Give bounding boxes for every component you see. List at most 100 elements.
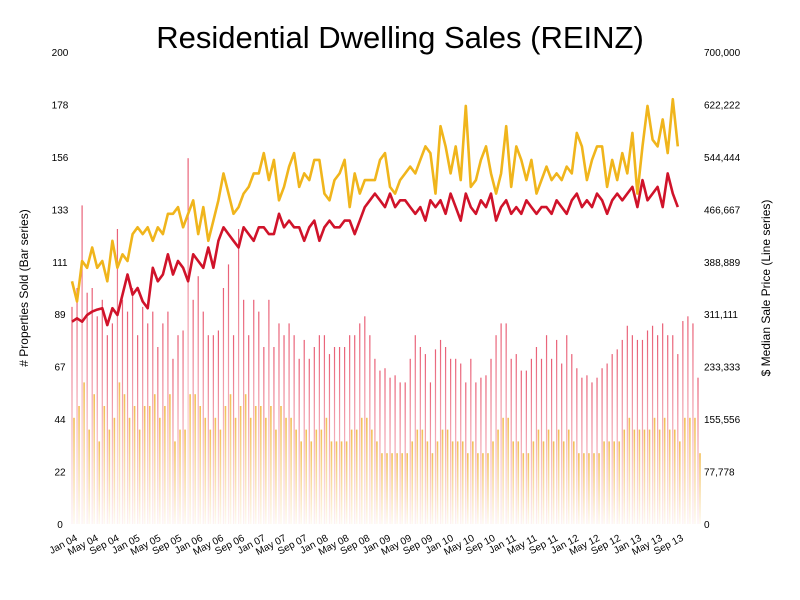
bar-properties-sold-secondary (603, 441, 605, 524)
bar-properties-sold (323, 335, 326, 524)
bar-properties-sold-secondary (517, 441, 520, 524)
bar-properties-sold (217, 330, 220, 524)
bar-properties-sold-secondary (133, 406, 136, 524)
bar-properties-sold-secondary (663, 417, 666, 524)
bar-properties-sold (76, 288, 78, 524)
bar-properties-sold (167, 311, 169, 524)
bar-properties-sold (414, 335, 416, 524)
bar-properties-sold (500, 323, 502, 524)
chart-title: Residential Dwelling Sales (REINZ) (156, 20, 644, 55)
bar-properties-sold-secondary (668, 429, 671, 524)
bar-properties-sold (81, 205, 83, 524)
bar-properties-sold-secondary (542, 441, 545, 524)
bar-properties-sold (556, 339, 558, 524)
bar-properties-sold (505, 323, 507, 524)
bar-properties-sold-secondary (482, 453, 484, 524)
bar-properties-sold (338, 347, 341, 524)
bar-properties-sold-secondary (638, 429, 641, 524)
bar-properties-sold (621, 339, 623, 524)
bar-properties-sold (131, 288, 134, 524)
bar-properties-sold (147, 323, 149, 524)
bar-properties-sold-secondary (547, 429, 550, 524)
bar-properties-sold-secondary (679, 441, 681, 524)
bar-properties-sold-secondary (204, 417, 207, 524)
bar-properties-sold-secondary (386, 453, 388, 524)
bar-properties-sold-secondary (270, 406, 272, 524)
bar-properties-sold-secondary (153, 394, 156, 524)
bar-properties-sold-secondary (593, 453, 595, 524)
bar-properties-sold (520, 370, 522, 524)
bar-properties-sold-secondary (138, 429, 141, 524)
bar-properties-sold (157, 347, 159, 524)
bar-properties-sold (142, 306, 144, 524)
bar-properties-sold (636, 339, 639, 524)
y-left-tick-label: 111 (52, 258, 68, 269)
bar-properties-sold (71, 306, 73, 524)
bar-properties-sold (172, 358, 174, 524)
bar-properties-sold (162, 323, 164, 524)
bar-properties-sold (197, 276, 199, 524)
bar-properties-sold-secondary (113, 417, 116, 524)
bar-properties-sold-secondary (633, 429, 636, 524)
bar-properties-sold-secondary (421, 429, 424, 524)
bar-properties-sold-secondary (588, 453, 590, 524)
bar-properties-sold (116, 229, 119, 524)
bar-properties-sold-secondary (83, 382, 85, 524)
bar-properties-sold-secondary (451, 441, 454, 524)
bar-properties-sold-secondary (360, 417, 363, 524)
bar-properties-sold-secondary (366, 417, 368, 524)
bar-properties-sold (359, 323, 361, 524)
bar-properties-sold-secondary (290, 417, 292, 524)
bar-properties-sold (333, 347, 336, 524)
bar-properties-sold-secondary (164, 406, 166, 524)
bar-properties-sold (379, 370, 381, 524)
y-left-tick-label: 200 (52, 48, 69, 59)
bar-properties-sold-secondary (310, 441, 313, 524)
bar-properties-sold (571, 354, 573, 524)
bar-properties-sold-secondary (73, 417, 75, 524)
bar-properties-sold (581, 377, 583, 524)
bar-properties-sold-secondary (194, 394, 196, 524)
bar-properties-sold (263, 347, 265, 524)
y-right-tick-label: 311,111 (704, 310, 738, 321)
bar-properties-sold-secondary (406, 453, 408, 524)
bar-properties-sold (596, 377, 598, 524)
bar-properties-sold (298, 358, 300, 524)
bar-properties-sold-secondary (436, 441, 439, 524)
bar-properties-sold-secondary (552, 441, 555, 524)
bar-properties-sold (434, 349, 437, 524)
bar-properties-sold-secondary (355, 429, 358, 524)
y-left-axis-label: # Properties Sold (Bar series) (17, 209, 31, 366)
bar-properties-sold (439, 339, 442, 524)
bar-properties-sold (692, 323, 694, 524)
bar-properties-sold-secondary (350, 429, 353, 524)
bar-properties-sold (530, 358, 533, 524)
bar-properties-sold-secondary (244, 394, 247, 524)
bar-properties-sold-secondary (345, 441, 348, 524)
y-left-tick-label: 178 (52, 100, 69, 111)
bar-properties-sold (389, 377, 391, 524)
bar-properties-sold (318, 335, 320, 524)
bar-properties-sold-secondary (295, 429, 297, 524)
bar-properties-sold (545, 335, 548, 524)
bar-properties-sold-secondary (169, 394, 171, 524)
bar-properties-sold (646, 330, 649, 524)
bar-properties-sold-secondary (174, 441, 176, 524)
bar-properties-sold (187, 158, 189, 524)
y-left-tick-label: 156 (52, 153, 69, 164)
bar-properties-sold (364, 316, 366, 524)
bar-properties-sold (152, 311, 154, 524)
bar-properties-sold-secondary (159, 417, 161, 524)
bar-properties-sold-secondary (598, 453, 600, 524)
bar-properties-sold (641, 339, 644, 524)
bar-properties-sold (288, 323, 290, 524)
bar-properties-sold (485, 375, 487, 524)
bar-properties-sold-secondary (239, 406, 242, 524)
bar-properties-sold-secondary (330, 441, 333, 524)
bar-properties-sold (258, 311, 260, 524)
bar-properties-sold (475, 382, 477, 524)
bar-properties-sold-secondary (699, 453, 701, 524)
bar-properties-sold-secondary (477, 453, 479, 524)
bar-properties-sold-secondary (98, 441, 101, 524)
